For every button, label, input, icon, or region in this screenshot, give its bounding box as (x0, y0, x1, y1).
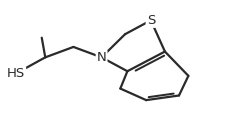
Text: S: S (147, 14, 155, 27)
Text: HS: HS (7, 67, 25, 80)
Text: N: N (97, 51, 106, 64)
